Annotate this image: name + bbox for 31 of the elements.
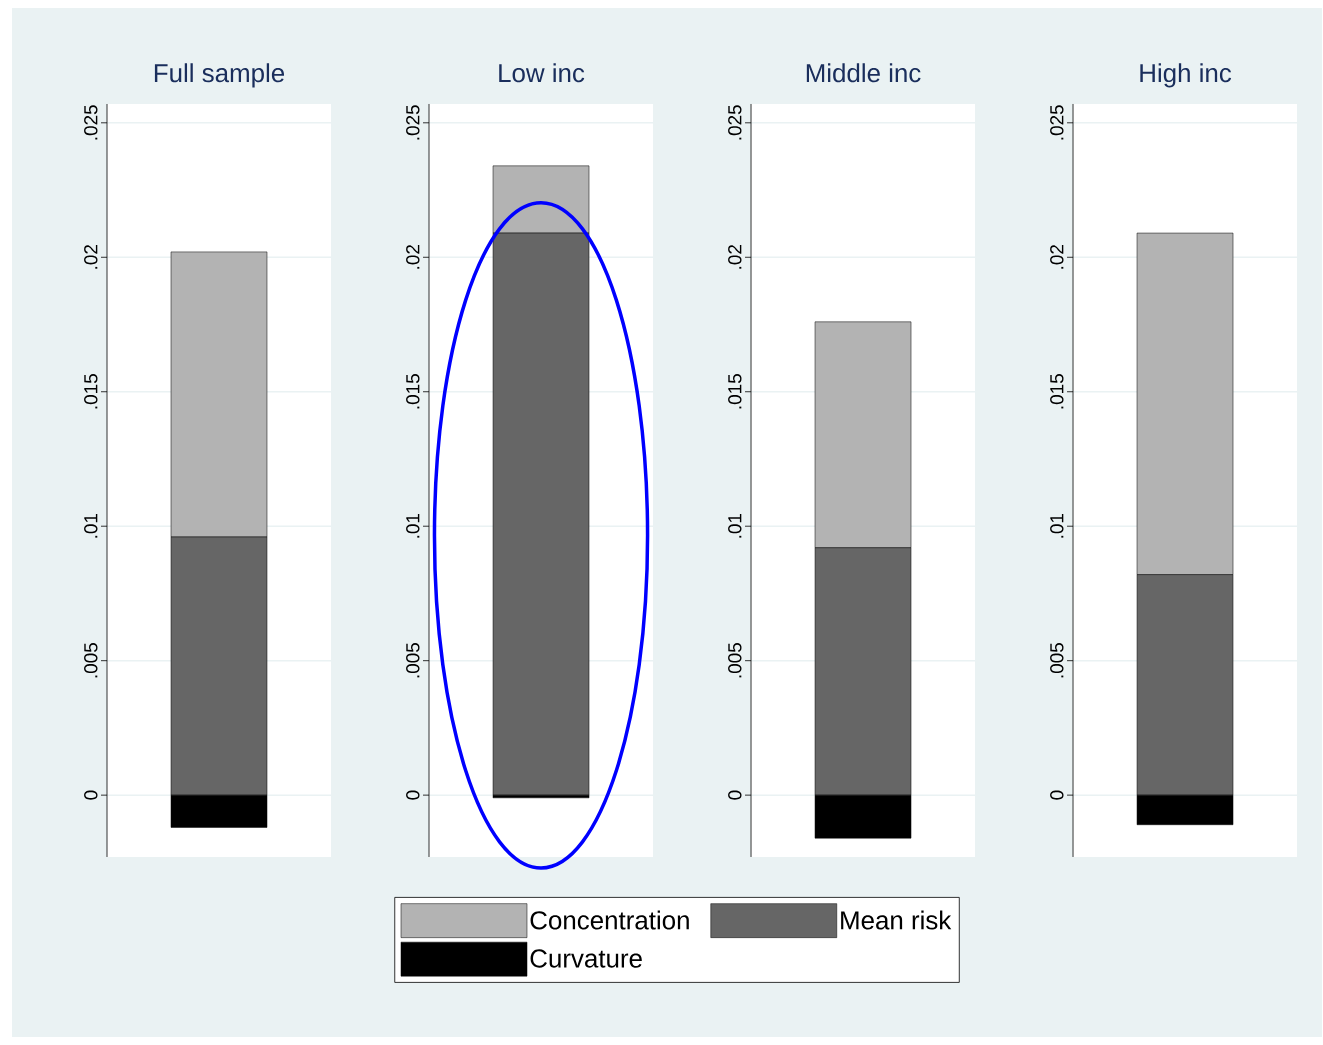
y-tick-label: .02 bbox=[728, 245, 742, 269]
y-tick-label: .015 bbox=[728, 374, 742, 409]
y-tick-label: .01 bbox=[406, 513, 420, 538]
chart-title: Middle inc bbox=[806, 63, 921, 83]
y-tick-label: .02 bbox=[84, 245, 98, 269]
y-tick-label: .01 bbox=[84, 513, 98, 538]
y-tick-label: .025 bbox=[84, 105, 98, 140]
y-tick-label: .005 bbox=[1050, 643, 1064, 678]
y-tick-label: .02 bbox=[406, 245, 420, 269]
y-tick-label: .025 bbox=[406, 105, 420, 140]
legend-label: Curvature bbox=[530, 949, 642, 968]
y-tick-label: .025 bbox=[1050, 105, 1064, 140]
chart-title: Full sample bbox=[154, 63, 285, 88]
y-tick-label: .02 bbox=[1050, 245, 1064, 269]
chart-title: High inc bbox=[1140, 63, 1232, 88]
y-tick-label: 0 bbox=[84, 790, 98, 800]
y-tick-label: 0 bbox=[1050, 790, 1064, 800]
y-tick-label: .01 bbox=[728, 513, 742, 538]
y-tick-label: .005 bbox=[728, 643, 742, 678]
legend-label: Concentration bbox=[530, 910, 689, 930]
y-tick-label: .005 bbox=[84, 643, 98, 678]
y-tick-label: 0 bbox=[406, 790, 420, 800]
chart-title: Low inc bbox=[499, 63, 585, 83]
y-tick-label: .015 bbox=[84, 374, 98, 409]
y-tick-label: .015 bbox=[406, 374, 420, 409]
y-tick-label: .015 bbox=[1050, 374, 1064, 409]
y-tick-label: .005 bbox=[406, 643, 420, 678]
y-tick-label: .025 bbox=[728, 105, 742, 140]
y-tick-label: .01 bbox=[1050, 513, 1064, 538]
y-tick-label: 0 bbox=[728, 790, 742, 800]
legend-label: Mean risk bbox=[841, 910, 952, 930]
